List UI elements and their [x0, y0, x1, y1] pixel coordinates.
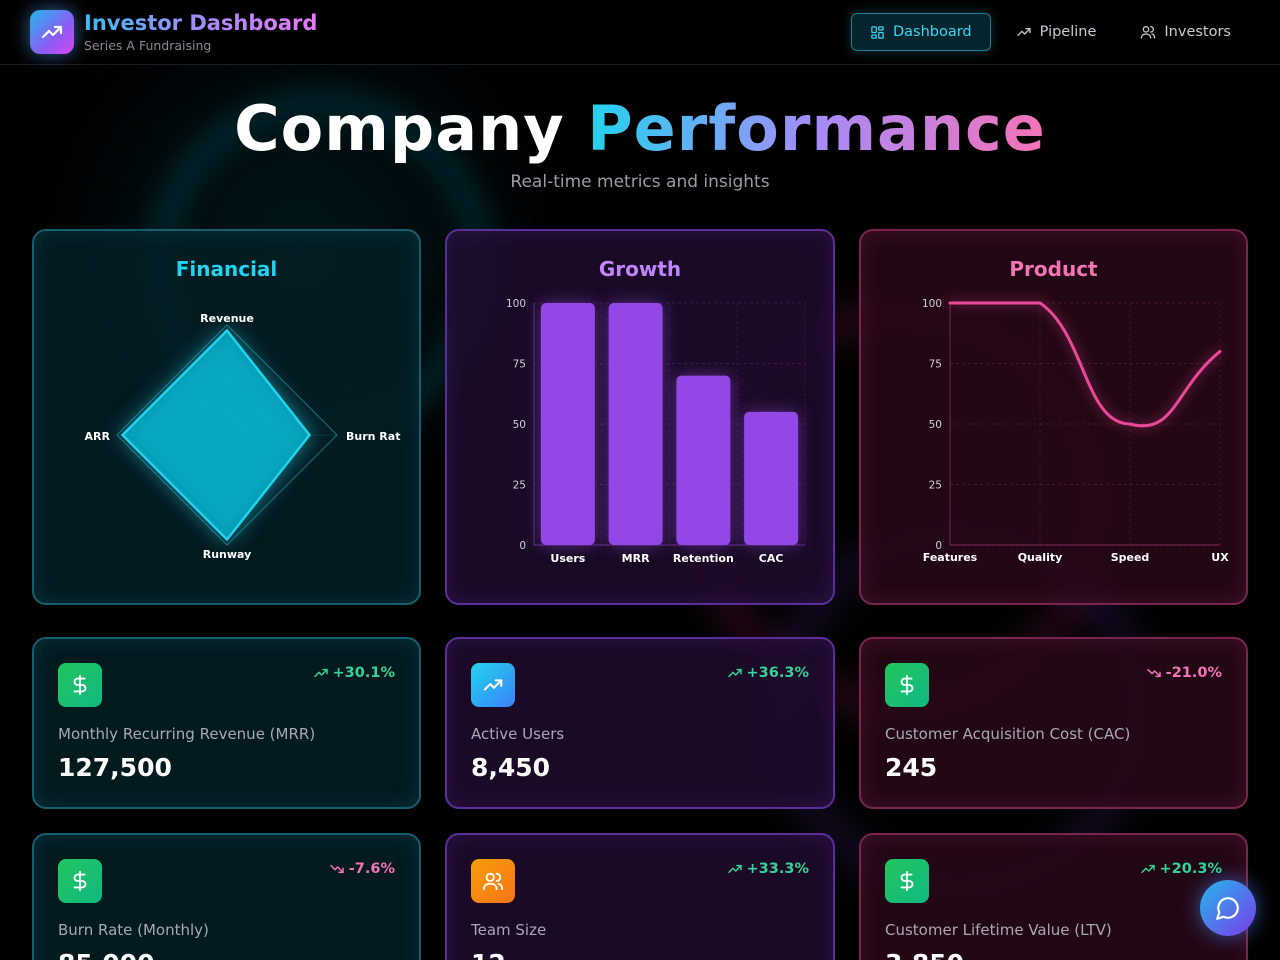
radar-grid-ring — [116, 324, 338, 546]
line-x-tick-label: Speed — [1111, 551, 1150, 564]
dollar-icon — [58, 859, 102, 903]
bar-y-tick-label: 75 — [513, 359, 526, 371]
product-chart-title: Product — [1009, 257, 1098, 281]
metric-label: Monthly Recurring Revenue (MRR) — [58, 725, 316, 743]
metric-label: Burn Rate (Monthly) — [58, 921, 209, 939]
nav-dashboard[interactable]: Dashboard — [850, 13, 991, 51]
metric-value: 8,450 — [471, 753, 551, 782]
radar-max-outline — [116, 324, 338, 546]
financial-radar-chart: Revenue Burn Rat Runway ARR — [85, 312, 401, 561]
trending-up-icon — [471, 663, 515, 707]
radar-axis-label: Runway — [203, 548, 252, 561]
nav-pipeline-label: Pipeline — [1039, 24, 1097, 40]
bar-y-tick-label: 0 — [519, 540, 526, 552]
metric-card-team-size[interactable]: +33.3% Team Size 12 — [445, 833, 835, 960]
line-y-tick-label: 25 — [929, 480, 942, 492]
trend-down-icon — [1146, 668, 1161, 678]
metric-card-burn-rate[interactable]: -7.6% Burn Rate (Monthly) 85,000 — [32, 833, 421, 960]
line-x-tick-label: Features — [923, 551, 978, 564]
line-y-tick-label: 75 — [929, 359, 942, 371]
hero-title-plain: Company — [234, 92, 565, 165]
financial-chart-card: Financial Revenue Burn Rat Runway ARR — [32, 229, 421, 605]
chat-button[interactable] — [1200, 880, 1256, 936]
bar-x-tick-label: CAC — [759, 552, 784, 565]
radar-axis-label: Revenue — [200, 312, 254, 325]
bar-y-tick-label: 100 — [506, 298, 526, 310]
radar-axis-label: Burn Rat — [346, 430, 400, 443]
metric-change: +33.3% — [727, 861, 809, 877]
hero-title: Company Performance — [0, 92, 1280, 165]
grid-icon — [871, 25, 884, 39]
line-y-tick-label: 50 — [929, 419, 942, 431]
users-icon — [1141, 26, 1156, 39]
nav-dashboard-label: Dashboard — [892, 24, 972, 40]
bar-cac — [744, 411, 799, 545]
trending-up-icon — [1016, 27, 1031, 36]
metric-change: +36.3% — [727, 665, 809, 681]
metric-change: +20.3% — [1140, 861, 1222, 877]
financial-chart-title: Financial — [175, 257, 278, 281]
metric-label: Customer Lifetime Value (LTV) — [885, 921, 1112, 939]
nav-pipeline[interactable]: Pipeline — [997, 13, 1116, 51]
hero-title-accent: Performance — [587, 92, 1046, 165]
product-chart-card: Product 0 25 50 75 100 Features Quality Speed UX — [859, 229, 1248, 605]
metric-card-active-users[interactable]: +36.3% Active Users 8,450 — [445, 637, 835, 809]
app-subtitle: Series A Fundraising — [84, 38, 212, 53]
bar-mrr — [608, 303, 663, 545]
bar-y-tick-label: 25 — [513, 480, 526, 492]
logo-trending-icon[interactable] — [30, 10, 74, 54]
trend-up-icon — [1140, 864, 1155, 874]
growth-bar-chart: 0 25 50 75 100 Users MRR Retention CAC — [506, 298, 806, 565]
metric-value: 3,850 — [885, 949, 964, 960]
metric-change: -7.6% — [329, 861, 395, 877]
metric-card-cac[interactable]: -21.0% Customer Acquisition Cost (CAC) 2… — [859, 637, 1248, 809]
line-x-tick-label: UX — [1211, 551, 1229, 564]
metric-label: Customer Acquisition Cost (CAC) — [885, 725, 1131, 743]
growth-chart-card: Growth 0 25 50 75 100 Users MRR Retention CAC — [445, 229, 835, 605]
line-y-tick-label: 100 — [922, 298, 942, 310]
trend-up-icon — [727, 668, 742, 678]
metric-card-ltv[interactable]: +20.3% Customer Lifetime Value (LTV) 3,8… — [859, 833, 1248, 960]
bar-y-tick-label: 50 — [513, 419, 526, 431]
line-y-tick-label: 0 — [935, 540, 942, 552]
users-icon — [471, 859, 515, 903]
metric-label: Active Users — [471, 725, 565, 743]
radar-series-area — [120, 328, 312, 542]
bar-x-tick-label: Retention — [673, 552, 734, 565]
trend-down-icon — [330, 864, 344, 874]
dollar-icon — [58, 663, 102, 707]
main-nav: Dashboard Pipeline Investors — [850, 13, 1250, 51]
metric-value: 12 — [471, 949, 506, 960]
metric-card-mrr[interactable]: +30.1% Monthly Recurring Revenue (MRR) 1… — [32, 637, 421, 809]
metric-value: 245 — [885, 753, 938, 782]
app-title: Investor Dashboard — [84, 11, 318, 35]
bar-retention — [676, 375, 731, 545]
top-header: Investor Dashboard Series A Fundraising … — [0, 0, 1280, 65]
metric-label: Team Size — [471, 921, 547, 939]
metric-value: 127,500 — [58, 753, 172, 782]
nav-investors-label: Investors — [1164, 24, 1231, 40]
trend-up-icon — [313, 668, 328, 678]
dollar-icon — [885, 663, 929, 707]
trend-up-icon — [727, 864, 742, 874]
hero-subtitle: Real-time metrics and insights — [510, 172, 770, 192]
bar-x-tick-label: MRR — [622, 552, 650, 565]
product-line-chart: 0 25 50 75 100 Features Quality Speed UX — [922, 298, 1229, 564]
metric-change: -21.0% — [1146, 665, 1222, 681]
bar-x-tick-label: Users — [550, 552, 585, 565]
growth-chart-title: Growth — [598, 257, 682, 281]
line-series-path — [948, 301, 1222, 428]
line-x-tick-label: Quality — [1018, 551, 1063, 564]
chat-icon — [1216, 897, 1239, 920]
radar-axis-label: ARR — [85, 430, 111, 443]
metric-value: 85,000 — [58, 949, 154, 960]
dollar-icon — [885, 859, 929, 903]
nav-investors[interactable]: Investors — [1121, 13, 1250, 51]
metric-change: +30.1% — [313, 665, 395, 681]
bar-users — [540, 303, 595, 545]
